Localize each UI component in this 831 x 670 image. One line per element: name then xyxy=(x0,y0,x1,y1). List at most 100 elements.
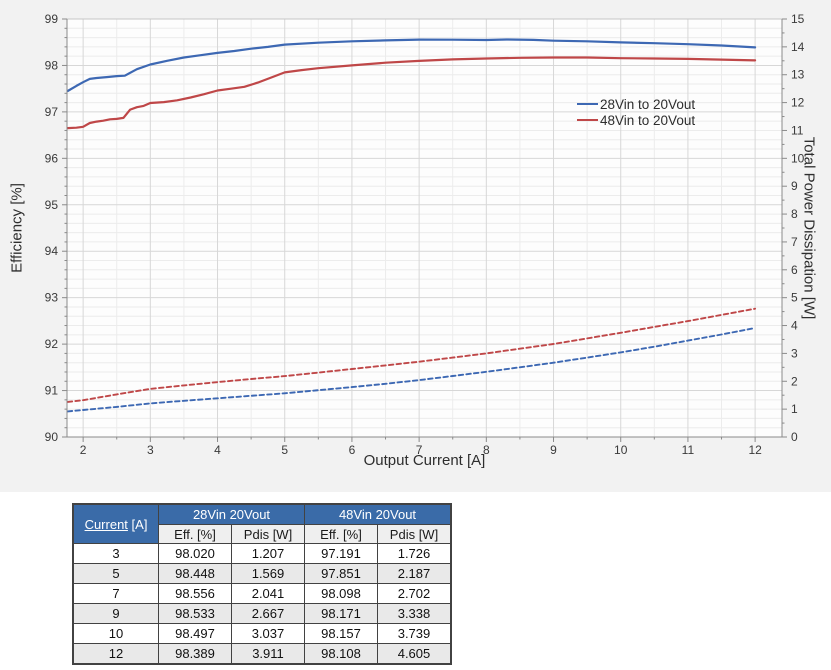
value-cell: 98.556 xyxy=(158,583,232,604)
svg-text:7: 7 xyxy=(416,443,423,457)
value-cell: 2.667 xyxy=(231,603,305,624)
value-cell: 98.448 xyxy=(158,563,232,584)
current-cell: 5 xyxy=(72,563,159,584)
svg-text:11: 11 xyxy=(791,123,804,137)
legend-item-48vin: 48Vin to 20Vout xyxy=(577,112,695,128)
svg-text:6: 6 xyxy=(349,443,356,457)
value-cell: 3.037 xyxy=(231,623,305,644)
svg-text:10: 10 xyxy=(614,443,628,457)
svg-text:5: 5 xyxy=(791,291,798,305)
current-header-cell: Current [A] xyxy=(72,503,159,544)
legend-label: 28Vin to 20Vout xyxy=(600,96,696,112)
svg-text:2: 2 xyxy=(791,374,798,388)
svg-text:98: 98 xyxy=(45,58,59,72)
svg-text:11: 11 xyxy=(682,443,695,457)
svg-text:99: 99 xyxy=(45,12,59,26)
subheader-eff-28: Eff. [%] xyxy=(158,524,232,544)
current-cell: 7 xyxy=(72,583,159,604)
table-row: 5 98.448 1.569 97.851 2.187 xyxy=(72,563,452,584)
svg-text:90: 90 xyxy=(45,430,59,444)
table-row: 12 98.389 3.911 98.108 4.605 xyxy=(72,643,452,665)
current-cell: 12 xyxy=(72,643,159,665)
svg-text:95: 95 xyxy=(45,198,59,212)
value-cell: 98.108 xyxy=(304,643,378,665)
results-table: Current [A] 28Vin 20Vout 48Vin 20Vout Ef… xyxy=(72,503,452,665)
legend-line-red xyxy=(577,118,598,122)
value-cell: 98.533 xyxy=(158,603,232,624)
group-header-28vin: 28Vin 20Vout xyxy=(158,503,305,525)
svg-text:10: 10 xyxy=(791,151,805,165)
svg-text:92: 92 xyxy=(45,337,59,351)
results-table-wrap: Current [A] 28Vin 20Vout 48Vin 20Vout Ef… xyxy=(72,503,452,665)
value-cell: 1.207 xyxy=(231,543,305,564)
value-cell: 98.389 xyxy=(158,643,232,665)
subheader-pdis-28: Pdis [W] xyxy=(231,524,305,544)
value-cell: 4.605 xyxy=(377,643,452,665)
table-body: 3 98.020 1.207 97.191 1.726 5 98.448 1.569 97.85… xyxy=(72,543,452,665)
table-row: 9 98.533 2.667 98.171 3.338 xyxy=(72,603,452,624)
table-row: 7 98.556 2.041 98.098 2.702 xyxy=(72,583,452,604)
x-axis-title: Output Current [A] xyxy=(363,452,486,469)
value-cell: 97.191 xyxy=(304,543,378,564)
svg-text:15: 15 xyxy=(791,12,805,26)
value-cell: 98.157 xyxy=(304,623,378,644)
svg-text:9: 9 xyxy=(550,443,557,457)
svg-text:3: 3 xyxy=(147,443,154,457)
svg-text:6: 6 xyxy=(791,263,798,277)
svg-text:5: 5 xyxy=(281,443,288,457)
svg-text:8: 8 xyxy=(483,443,490,457)
current-cell: 9 xyxy=(72,603,159,624)
svg-text:4: 4 xyxy=(791,319,798,333)
efficiency-power-chart: 90 91 92 93 94 95 96 97 98 99 2 3 4 5 6 7 8 9 10 11 12 0 1 2 3 4 5… xyxy=(0,0,831,492)
svg-text:94: 94 xyxy=(45,244,59,258)
svg-text:3: 3 xyxy=(791,346,798,360)
current-cell: 10 xyxy=(72,623,159,644)
value-cell: 97.851 xyxy=(304,563,378,584)
current-header-underlined: Current xyxy=(84,516,128,532)
current-header-unit: [A] xyxy=(127,516,148,532)
gridlines xyxy=(67,19,782,437)
left-y-axis-title: Efficiency [%] xyxy=(8,183,26,273)
group-header-48vin: 48Vin 20Vout xyxy=(304,503,452,525)
svg-text:13: 13 xyxy=(791,68,805,82)
axis-ticks xyxy=(62,18,787,442)
value-cell: 98.497 xyxy=(158,623,232,644)
svg-text:96: 96 xyxy=(45,151,59,165)
value-cell: 3.338 xyxy=(377,603,452,624)
svg-text:0: 0 xyxy=(791,430,798,444)
value-cell: 1.726 xyxy=(377,543,452,564)
value-cell: 2.702 xyxy=(377,583,452,604)
svg-text:1: 1 xyxy=(791,402,798,416)
current-cell: 3 xyxy=(72,543,159,564)
subheader-pdis-48: Pdis [W] xyxy=(377,524,452,544)
value-cell: 3.911 xyxy=(231,643,305,665)
table-row: 3 98.020 1.207 97.191 1.726 xyxy=(72,543,452,564)
legend-item-28vin: 28Vin to 20Vout xyxy=(577,96,695,112)
legend-line-blue xyxy=(577,102,598,106)
sub-header-row: Eff. [%] Pdis [W] Eff. [%] Pdis [W] xyxy=(73,524,452,544)
svg-text:93: 93 xyxy=(45,291,59,305)
svg-text:7: 7 xyxy=(791,235,798,249)
svg-text:9: 9 xyxy=(791,179,798,193)
value-cell: 2.041 xyxy=(231,583,305,604)
svg-text:4: 4 xyxy=(214,443,221,457)
value-cell: 98.098 xyxy=(304,583,378,604)
table-row: 10 98.497 3.037 98.157 3.739 xyxy=(72,623,452,644)
value-cell: 1.569 xyxy=(231,563,305,584)
svg-text:2: 2 xyxy=(80,443,87,457)
right-y-axis-title: Total Power Dissipation [W] xyxy=(800,136,818,320)
svg-text:8: 8 xyxy=(791,207,798,221)
value-cell: 98.020 xyxy=(158,543,232,564)
value-cell: 98.171 xyxy=(304,603,378,624)
series-lines xyxy=(66,38,757,413)
plot-background xyxy=(67,19,782,437)
svg-text:12: 12 xyxy=(748,443,762,457)
svg-text:12: 12 xyxy=(791,96,805,110)
svg-text:91: 91 xyxy=(45,384,59,398)
value-cell: 3.739 xyxy=(377,623,452,644)
svg-text:97: 97 xyxy=(45,105,59,119)
legend-label: 48Vin to 20Vout xyxy=(600,112,696,128)
